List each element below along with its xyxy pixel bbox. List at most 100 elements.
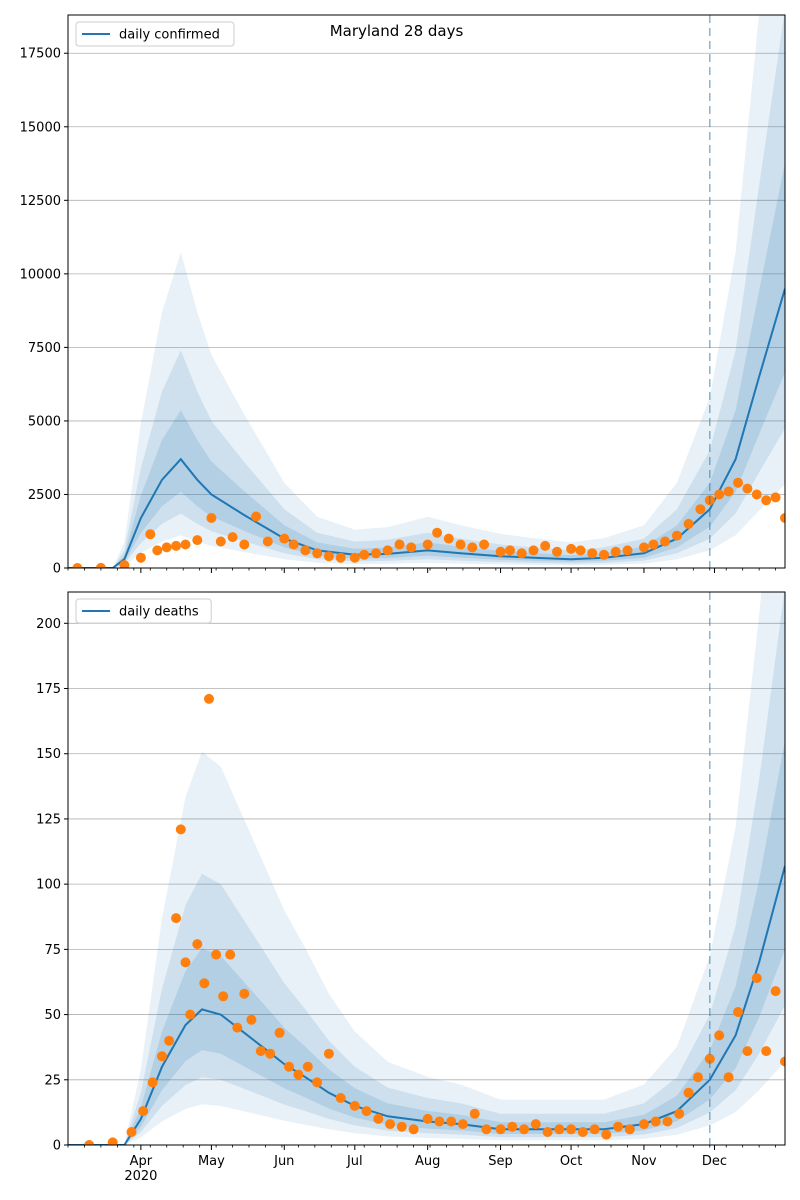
observed-point bbox=[227, 532, 238, 543]
observed-point bbox=[457, 1119, 468, 1130]
observed-point bbox=[180, 539, 191, 550]
observed-point bbox=[566, 1124, 577, 1135]
observed-point bbox=[613, 1121, 624, 1132]
observed-point bbox=[262, 536, 273, 547]
observed-point bbox=[674, 1108, 685, 1119]
observed-point bbox=[157, 1051, 167, 1062]
observed-point bbox=[138, 1106, 149, 1117]
observed-point bbox=[434, 1116, 445, 1127]
legend-box bbox=[75, 21, 235, 47]
ytick-label: 50 bbox=[44, 1008, 61, 1023]
observed-point bbox=[714, 1030, 725, 1041]
observed-point bbox=[751, 973, 762, 984]
observed-point bbox=[335, 552, 346, 563]
observed-point bbox=[171, 913, 182, 924]
observed-point bbox=[126, 1127, 137, 1137]
observed-point bbox=[695, 504, 706, 515]
observed-point bbox=[577, 1127, 588, 1137]
observed-point bbox=[302, 1061, 313, 1072]
ytick-label: 150 bbox=[36, 747, 61, 762]
observed-point bbox=[246, 1014, 257, 1025]
uncertainty-band-1 bbox=[68, 592, 785, 1145]
observed-point bbox=[408, 1124, 419, 1135]
xtick-label: Oct bbox=[560, 1154, 582, 1169]
observed-point bbox=[751, 489, 762, 500]
observed-point bbox=[530, 1119, 541, 1130]
observed-point bbox=[422, 539, 433, 550]
observed-point bbox=[467, 542, 478, 553]
observed-point bbox=[495, 546, 506, 557]
observed-point bbox=[761, 495, 772, 506]
xtick-label: Jun bbox=[273, 1154, 294, 1169]
observed-point bbox=[180, 957, 191, 968]
confirmed-panel: 0 2500 5000 7500 10000 12500 15000 17500 Marylan… bbox=[20, 14, 786, 577]
observed-point bbox=[293, 1069, 304, 1080]
uncertainty-band-3 bbox=[68, 162, 785, 568]
observed-point bbox=[599, 549, 609, 560]
observed-point bbox=[119, 560, 130, 568]
observed-point bbox=[704, 1053, 715, 1064]
observed-point bbox=[84, 1140, 95, 1145]
xtick-label: Aug bbox=[415, 1154, 440, 1169]
xtick-label: Apr bbox=[130, 1154, 153, 1169]
observed-point bbox=[481, 1124, 492, 1135]
observed-point bbox=[211, 949, 222, 960]
observed-point bbox=[218, 991, 229, 1002]
observed-point bbox=[575, 545, 586, 556]
observed-point bbox=[587, 548, 598, 559]
observed-point bbox=[373, 1113, 384, 1124]
observed-point bbox=[107, 1137, 118, 1145]
observed-point bbox=[239, 988, 250, 999]
ytick-label: 25 bbox=[44, 1073, 61, 1088]
ytick-label: 5000 bbox=[28, 414, 61, 429]
observed-point bbox=[215, 536, 226, 547]
observed-point bbox=[239, 539, 250, 550]
observed-point bbox=[780, 513, 785, 523]
legend: daily confirmed bbox=[75, 21, 235, 47]
observed-point bbox=[780, 1056, 785, 1067]
xtick-label: Sep bbox=[488, 1154, 513, 1169]
observed-point bbox=[288, 539, 299, 550]
observed-point bbox=[284, 1061, 294, 1072]
xtick-label: Dec bbox=[702, 1154, 727, 1169]
observed-point bbox=[507, 1121, 518, 1132]
legend-label: daily confirmed bbox=[119, 28, 220, 43]
axes-frame bbox=[67, 14, 786, 569]
observed-point bbox=[639, 542, 649, 553]
observed-point bbox=[359, 549, 370, 560]
observed-point bbox=[733, 477, 743, 488]
observed-point bbox=[385, 1119, 396, 1130]
observed-point bbox=[479, 539, 490, 550]
ytick-label: 17500 bbox=[20, 47, 61, 62]
observed-point bbox=[610, 546, 621, 557]
observed-point bbox=[406, 542, 417, 553]
observed-point bbox=[206, 513, 217, 523]
observed-point bbox=[432, 527, 443, 538]
chart-title: Maryland 28 days bbox=[330, 22, 464, 40]
observed-point bbox=[185, 1009, 196, 1020]
observed-point bbox=[279, 533, 290, 544]
observed-point bbox=[733, 1007, 743, 1017]
observed-point bbox=[495, 1124, 506, 1135]
plot-area bbox=[68, 592, 785, 1145]
observed-point bbox=[371, 548, 381, 559]
uncertainty-band-2 bbox=[68, 592, 785, 1145]
ytick-label: 2500 bbox=[28, 488, 61, 503]
observed-point bbox=[361, 1106, 372, 1117]
observed-point bbox=[274, 1027, 285, 1038]
observed-point bbox=[265, 1048, 276, 1059]
xtick-label: Nov bbox=[631, 1154, 657, 1169]
observed-point bbox=[528, 545, 539, 556]
observed-point bbox=[639, 1119, 649, 1130]
observed-point bbox=[145, 529, 156, 540]
legend: daily deaths bbox=[75, 598, 212, 624]
observed-point bbox=[761, 1046, 772, 1057]
observed-point bbox=[171, 540, 182, 551]
observed-point bbox=[95, 562, 106, 568]
observed-point bbox=[622, 545, 633, 556]
observed-point bbox=[204, 693, 214, 704]
observed-point bbox=[312, 1077, 323, 1088]
observed-point bbox=[650, 1116, 661, 1127]
observed-point bbox=[192, 535, 203, 546]
